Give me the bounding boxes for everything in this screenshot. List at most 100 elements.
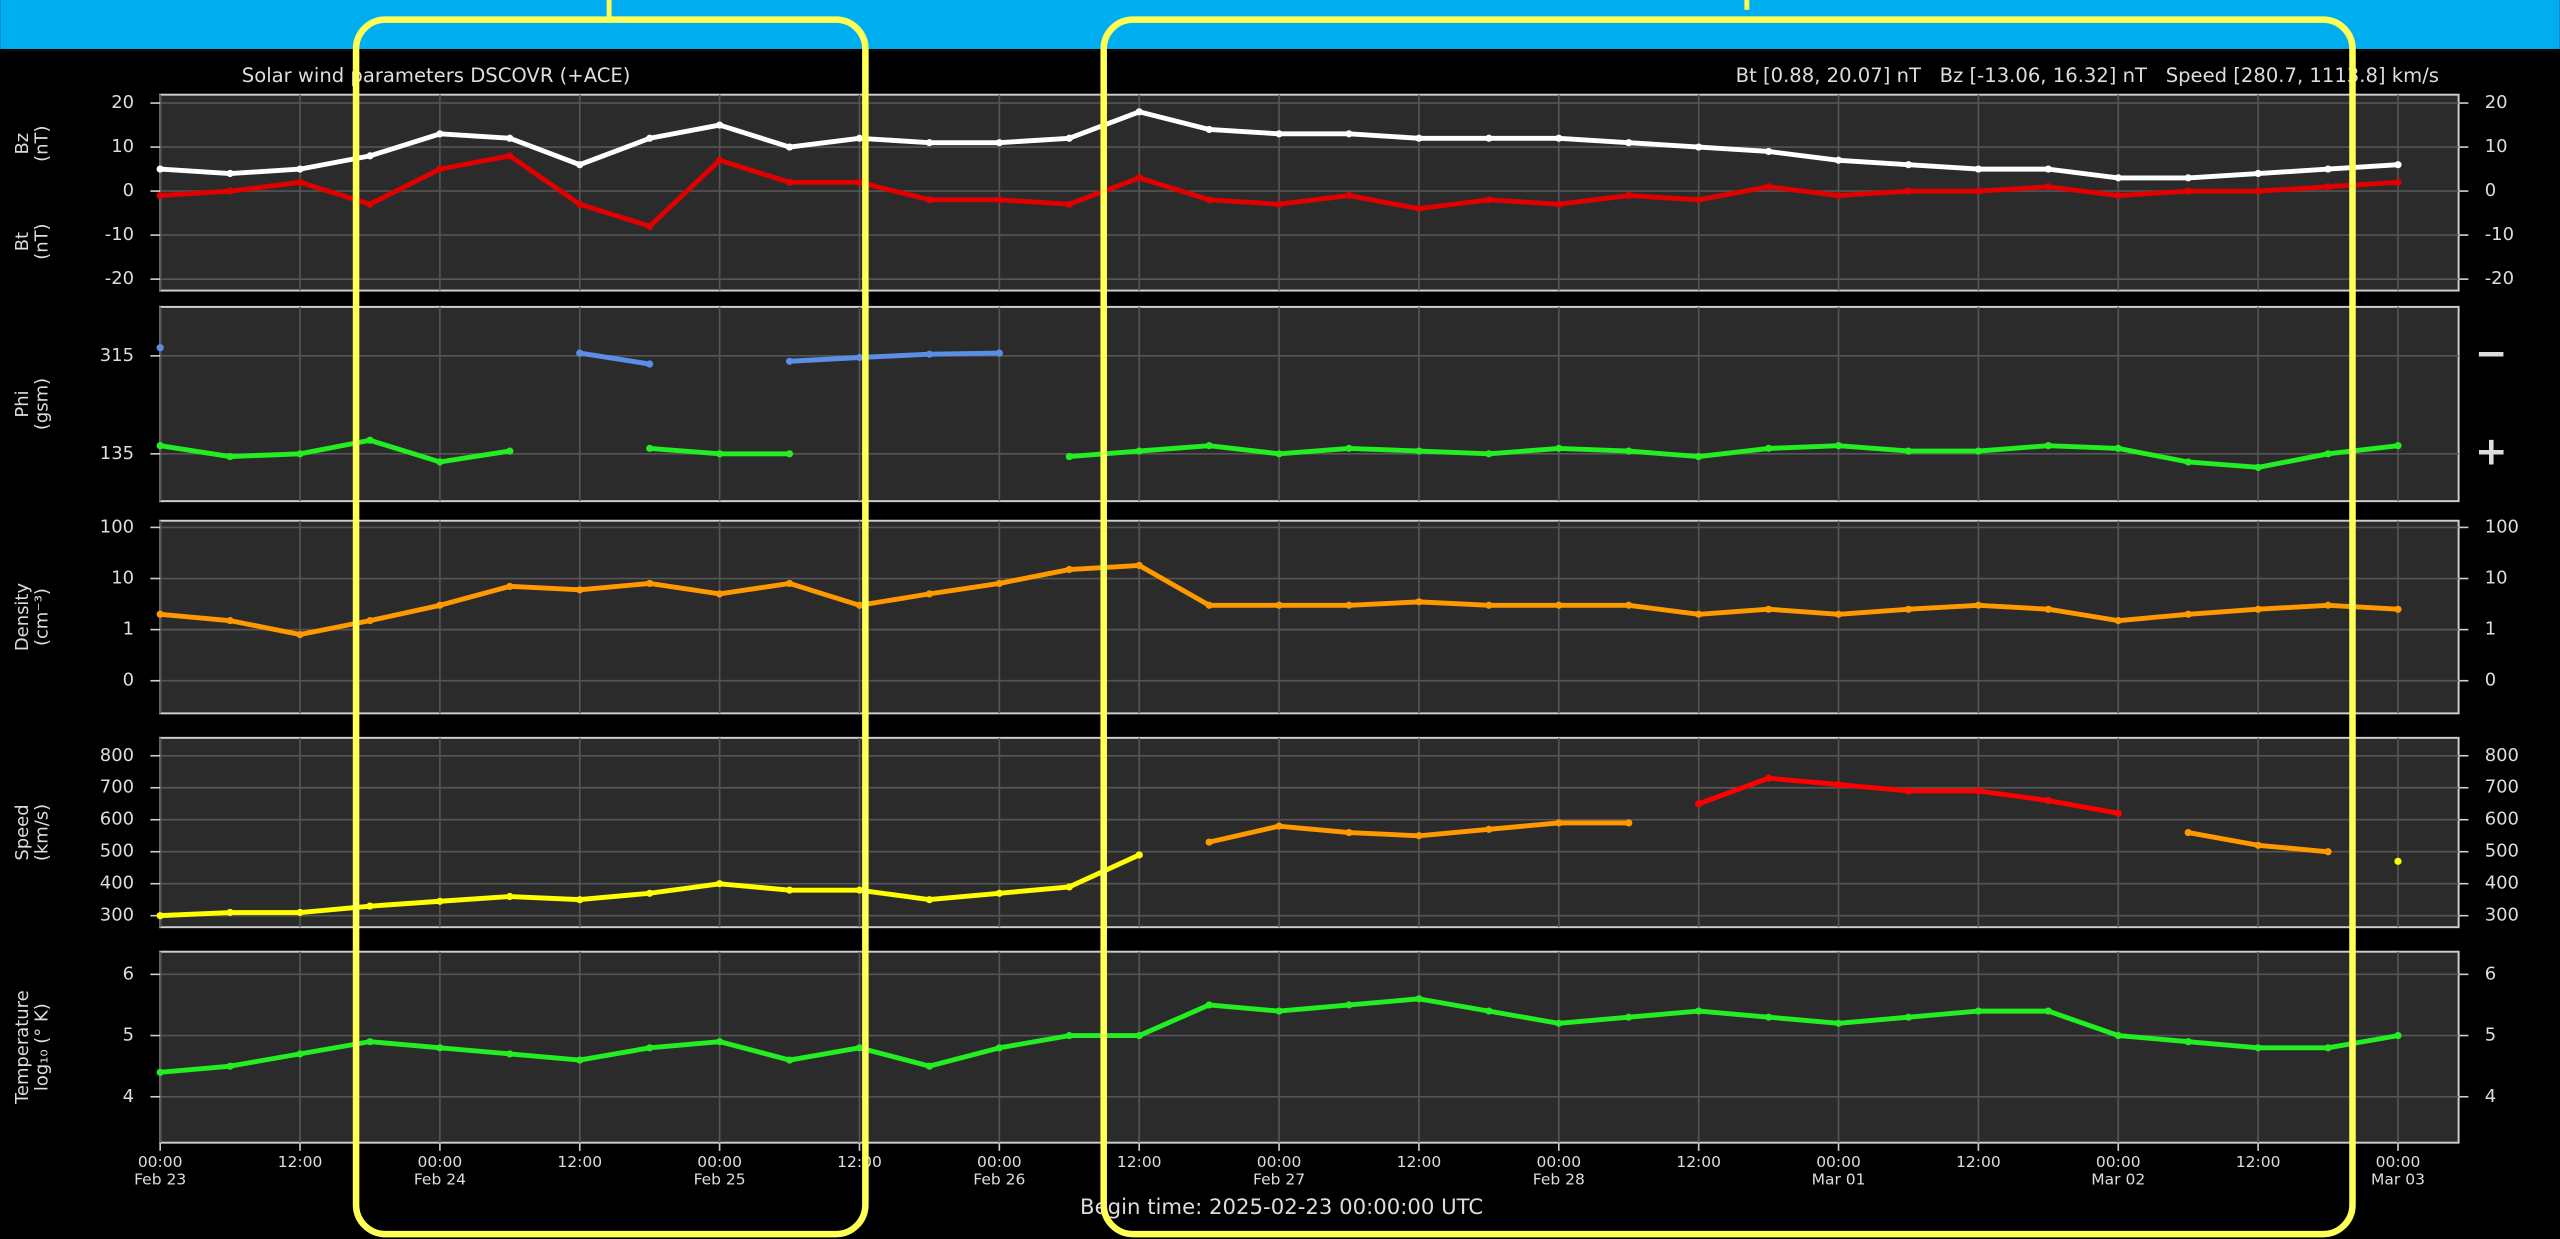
data-point bbox=[226, 1062, 234, 1070]
data-point bbox=[226, 617, 234, 625]
data-point bbox=[1695, 800, 1703, 808]
data-point bbox=[646, 889, 654, 897]
y-tick-label: 315 bbox=[100, 345, 134, 366]
data-point bbox=[1415, 205, 1423, 213]
data-point bbox=[226, 452, 234, 461]
data-point bbox=[646, 1044, 654, 1052]
data-point bbox=[925, 590, 934, 598]
y-axis-label: Temperature bbox=[12, 990, 33, 1105]
x-tick-label: 00:00 bbox=[2096, 1153, 2141, 1171]
data-point bbox=[2324, 450, 2332, 458]
data-point bbox=[1345, 1001, 1353, 1009]
data-point bbox=[716, 880, 724, 888]
x-tick-label: 00:00 bbox=[1257, 1153, 1302, 1171]
data-point bbox=[296, 450, 304, 458]
top-band bbox=[0, 0, 2560, 49]
data-point bbox=[2394, 857, 2402, 865]
y-tick-label: 700 bbox=[100, 777, 134, 798]
data-point bbox=[1205, 601, 1213, 609]
data-point bbox=[1275, 450, 1283, 458]
data-point bbox=[925, 896, 934, 904]
data-point bbox=[1904, 605, 1913, 613]
data-point bbox=[855, 134, 864, 142]
y-tick-label: 0 bbox=[123, 180, 134, 201]
data-point bbox=[226, 908, 234, 917]
y-axis-label: log₁₀ (° K) bbox=[32, 1003, 53, 1091]
data-point bbox=[436, 601, 444, 609]
data-point bbox=[646, 222, 654, 230]
data-point bbox=[2184, 458, 2192, 466]
data-point bbox=[646, 360, 654, 368]
x-tick-label: 12:00 bbox=[2236, 1153, 2281, 1171]
data-point bbox=[1415, 995, 1423, 1003]
data-point bbox=[1275, 601, 1283, 609]
x-tick-label: 12:00 bbox=[557, 1153, 602, 1171]
data-point bbox=[1275, 822, 1283, 830]
x-tick-date: Mar 02 bbox=[2091, 1171, 2145, 1189]
x-tick-label: 00:00 bbox=[418, 1153, 463, 1171]
x-tick-label: 12:00 bbox=[837, 1153, 882, 1171]
data-point bbox=[1765, 444, 1773, 452]
x-tick-date: Feb 28 bbox=[1533, 1171, 1585, 1189]
data-point bbox=[506, 582, 514, 591]
data-point bbox=[1625, 191, 1633, 200]
data-point bbox=[366, 436, 374, 444]
x-tick-date: Mar 03 bbox=[2371, 1171, 2425, 1189]
data-point bbox=[576, 200, 584, 208]
data-point bbox=[855, 886, 864, 894]
data-point bbox=[366, 902, 374, 910]
y-axis-label: (km/s) bbox=[32, 804, 53, 861]
data-point bbox=[2254, 841, 2262, 849]
data-point bbox=[2394, 178, 2402, 186]
x-tick-label: 00:00 bbox=[138, 1153, 183, 1171]
data-point bbox=[226, 169, 234, 178]
data-point bbox=[1345, 601, 1353, 609]
data-point bbox=[2114, 617, 2122, 625]
data-point bbox=[1974, 601, 1982, 609]
data-point bbox=[1415, 447, 1423, 455]
data-point bbox=[2184, 174, 2192, 182]
y-tick-label: 5 bbox=[123, 1025, 134, 1046]
data-point bbox=[1765, 147, 1773, 156]
y-axis-label: (cm⁻³) bbox=[32, 588, 53, 646]
data-point bbox=[2114, 174, 2122, 182]
data-point bbox=[2044, 1007, 2052, 1015]
x-tick-label: 00:00 bbox=[1536, 1153, 1581, 1171]
data-point bbox=[995, 196, 1003, 204]
data-point bbox=[2044, 796, 2052, 805]
y-axis-label: (nT) bbox=[32, 223, 53, 259]
y-tick-label: 135 bbox=[100, 443, 134, 464]
data-point bbox=[1135, 1031, 1143, 1040]
data-point bbox=[855, 1044, 864, 1052]
data-point bbox=[2184, 828, 2192, 837]
y-tick-label: -20 bbox=[105, 268, 134, 289]
data-point bbox=[296, 630, 304, 639]
annotations bbox=[352, 0, 2356, 1238]
data-point bbox=[1625, 139, 1633, 147]
y-tick-label: 20 bbox=[111, 92, 134, 113]
data-point bbox=[156, 912, 164, 920]
data-point bbox=[2044, 605, 2052, 613]
data-point bbox=[436, 130, 444, 138]
y-tick-label: 10 bbox=[111, 568, 134, 589]
data-point bbox=[366, 617, 374, 625]
data-point bbox=[716, 121, 724, 129]
data-point bbox=[506, 1050, 514, 1058]
panel-background bbox=[159, 950, 2460, 1144]
data-point bbox=[785, 143, 794, 151]
data-point bbox=[1485, 1007, 1493, 1015]
y-tick-label-right: 800 bbox=[2485, 745, 2519, 766]
data-point bbox=[366, 152, 374, 160]
data-point bbox=[1555, 134, 1563, 142]
y-axis-label: Speed bbox=[12, 804, 33, 860]
x-tick-label: 12:00 bbox=[1676, 1153, 1721, 1171]
data-point bbox=[1904, 787, 1913, 795]
data-point bbox=[506, 152, 514, 160]
data-point bbox=[855, 353, 864, 362]
data-point bbox=[2254, 605, 2262, 613]
data-point bbox=[1415, 598, 1423, 606]
data-point bbox=[1485, 450, 1493, 458]
